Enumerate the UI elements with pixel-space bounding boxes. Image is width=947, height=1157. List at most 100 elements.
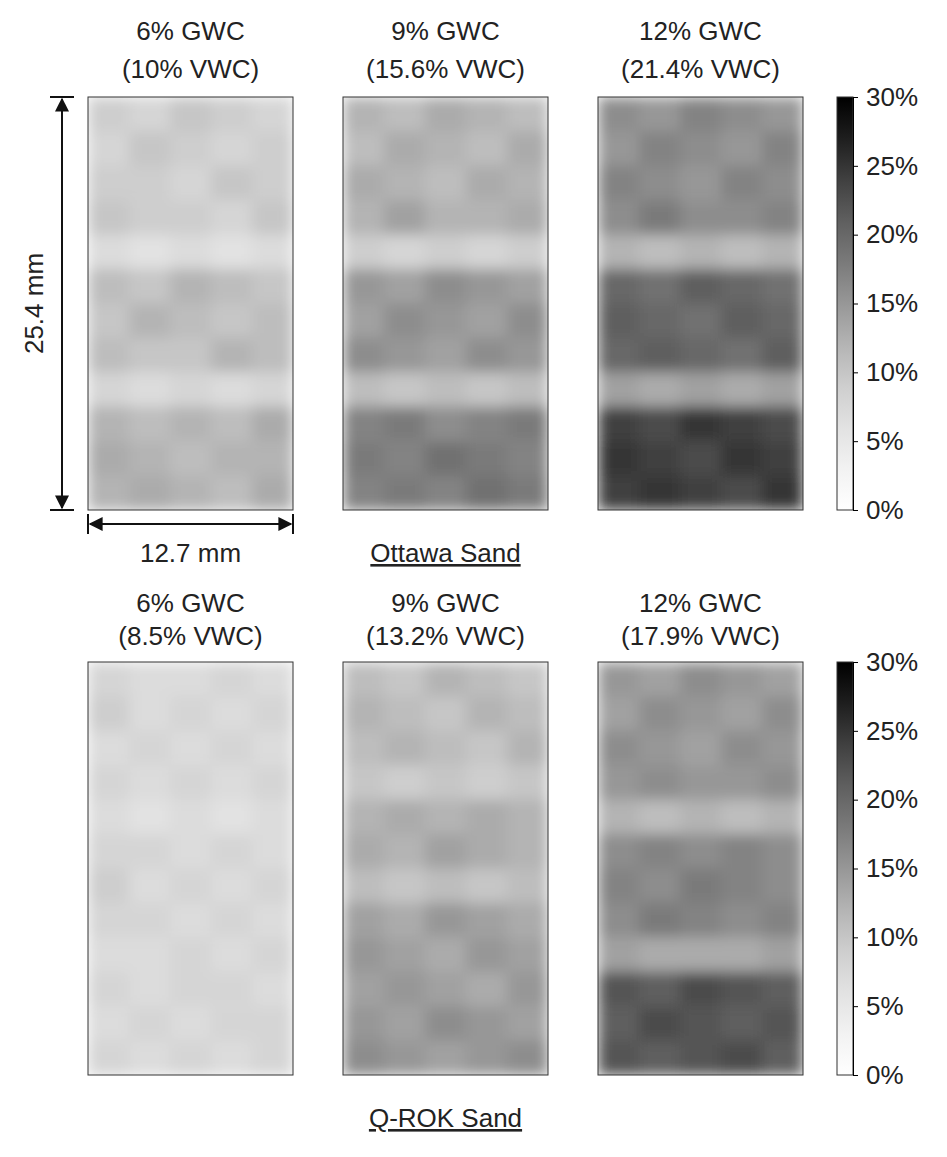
cell [762,97,803,132]
cell [721,407,763,442]
cell [507,1041,548,1075]
cell [211,269,253,304]
cell [639,269,681,304]
cell [211,235,253,270]
colorbar-tick: 5% [853,426,904,456]
cell [88,903,130,938]
cell [211,372,253,407]
cell [680,304,722,339]
cell [466,476,508,510]
dimension-arrow [61,99,63,508]
cell [762,407,803,442]
cell [170,869,212,904]
cell [425,869,467,904]
cell [466,407,508,442]
cell [129,269,171,304]
cell [507,131,548,166]
cell [343,1006,385,1041]
cell [598,407,640,442]
cell [129,696,171,731]
cell [211,441,253,476]
tick-mark [853,937,858,938]
panel-title: 9% GWC [391,588,499,618]
cell [170,1006,212,1041]
panel-title: 6% GWC [136,16,244,46]
cell [762,731,803,766]
cell [721,869,763,904]
cell [384,338,426,373]
cell [425,972,467,1007]
tick-mark [853,166,858,167]
cell [384,834,426,869]
cell [252,662,293,697]
cell [425,834,467,869]
colorbar-tick: 20% [853,784,918,814]
cell [680,235,722,270]
cell [466,662,508,697]
cell [680,731,722,766]
panel-frame [343,97,548,510]
cell [639,200,681,235]
tick-mark [853,97,858,98]
cell [598,903,640,938]
cell [88,1006,130,1041]
cell [762,304,803,339]
cell [211,166,253,201]
cell [466,869,508,904]
tick-label: 25% [866,151,918,181]
cell [129,200,171,235]
cell [343,407,385,442]
cell [384,662,426,697]
cell [88,338,130,373]
cell [252,903,293,938]
cell [639,903,681,938]
cell [170,937,212,972]
cell [507,269,548,304]
cell [170,662,212,697]
cell [384,372,426,407]
cell [507,407,548,442]
cell [211,1006,253,1041]
cell [680,765,722,800]
panel-subtitle: (8.5% VWC) [118,621,262,651]
cell [466,269,508,304]
cell [211,731,253,766]
cell [721,441,763,476]
cell [680,372,722,407]
cell [170,903,212,938]
cell [211,972,253,1007]
group-title: Ottawa Sand [370,538,520,568]
cell [384,765,426,800]
cell [88,269,130,304]
cell [466,765,508,800]
cell [680,269,722,304]
cell [721,97,763,132]
figure: 6% GWC(10% VWC)9% GWC(15.6% VWC)12% GWC(… [0,0,947,1157]
cell [639,235,681,270]
cell [425,200,467,235]
colorbar-tick: 15% [853,853,918,883]
cell [129,972,171,1007]
cell [762,269,803,304]
tick-label: 10% [866,922,918,952]
cell [762,937,803,972]
cell [252,1041,293,1075]
cell [639,372,681,407]
cell [721,166,763,201]
cell [598,97,640,132]
cell [343,338,385,373]
cell [680,903,722,938]
cell [252,235,293,270]
cell [680,834,722,869]
cell [639,97,681,132]
panel: 9% GWC(13.2% VWC) [343,588,549,1076]
cell [170,235,212,270]
cell [252,372,293,407]
cell [598,731,640,766]
cell [721,235,763,270]
cell [252,1006,293,1041]
cell [384,235,426,270]
panel-subtitle: (17.9% VWC) [621,621,780,651]
cell [129,304,171,339]
cell [639,972,681,1007]
